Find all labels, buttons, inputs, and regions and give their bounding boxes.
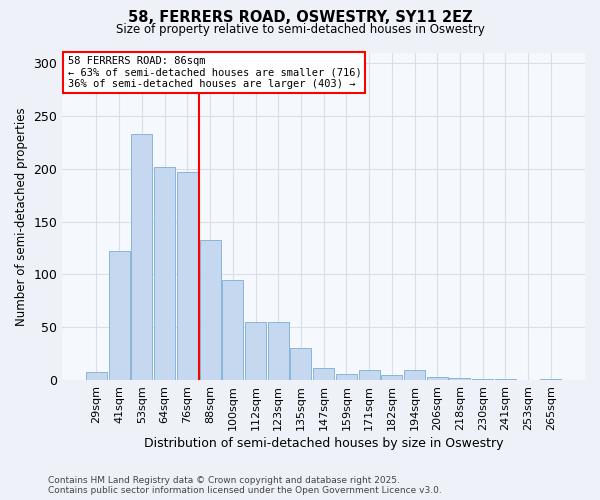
Bar [109,251,130,380]
Text: Size of property relative to semi-detached houses in Oswestry: Size of property relative to semi-detach… [116,22,484,36]
Bar [268,322,289,380]
Bar [427,377,448,380]
Bar [541,379,561,380]
Text: 58, FERRERS ROAD, OSWESTRY, SY11 2EZ: 58, FERRERS ROAD, OSWESTRY, SY11 2EZ [128,10,472,25]
Text: Contains HM Land Registry data © Crown copyright and database right 2025.
Contai: Contains HM Land Registry data © Crown c… [48,476,442,495]
Bar [290,348,311,380]
Bar [359,370,380,380]
Bar [86,372,107,380]
Bar [449,378,470,380]
Bar [200,240,221,380]
Bar [336,374,357,380]
Bar [131,134,152,380]
Bar [495,379,516,380]
Bar [382,375,402,380]
Bar [472,379,493,380]
Y-axis label: Number of semi-detached properties: Number of semi-detached properties [15,107,28,326]
Text: 58 FERRERS ROAD: 86sqm
← 63% of semi-detached houses are smaller (716)
36% of se: 58 FERRERS ROAD: 86sqm ← 63% of semi-det… [68,56,361,89]
Bar [154,166,175,380]
Bar [313,368,334,380]
X-axis label: Distribution of semi-detached houses by size in Oswestry: Distribution of semi-detached houses by … [144,437,503,450]
Bar [404,370,425,380]
Bar [223,280,243,380]
Bar [177,172,198,380]
Bar [245,322,266,380]
